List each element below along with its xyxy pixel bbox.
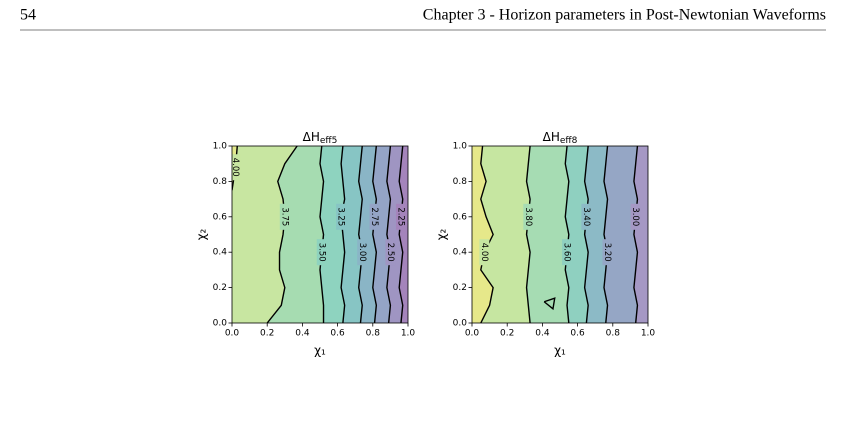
contour-label: 3.60: [562, 243, 572, 262]
contour-label: 3.75: [279, 207, 289, 226]
x-tick-label: 0.6: [330, 329, 345, 339]
contour-label: 3.50: [316, 243, 326, 262]
plot-area: 4.00 3.75 3.50 3.25 3.00 2.75 2.50 2.25: [230, 146, 408, 323]
contour-line: [564, 146, 570, 323]
band: [472, 146, 648, 323]
y-tick-label: 0.2: [453, 283, 467, 293]
x-axis-label: χ₁: [554, 344, 566, 358]
contour-label: 3.80: [523, 207, 533, 226]
band: [232, 146, 408, 323]
title-sub: eff5: [320, 136, 337, 146]
x-tick-label: 0.8: [366, 329, 381, 339]
contour-label-bg: [385, 239, 396, 266]
contour-chart: 4.00 3.80 3.60 3.40 3.20 3.00 0.0 0.2 0.4 0.6 0.8 1…: [435, 130, 656, 358]
x-tick-label: 1.0: [641, 329, 656, 339]
contour-label-bg: [395, 203, 406, 230]
plot-area: 4.00 3.80 3.60 3.40 3.20 3.00: [472, 146, 648, 323]
title-sub: eff8: [560, 136, 578, 146]
x-tick-label: 0.2: [500, 329, 514, 339]
x-tick-label: 0.2: [260, 329, 274, 339]
contour-label-bg: [336, 203, 347, 230]
chapter-title: Chapter 3 - Horizon parameters in Post-N…: [423, 7, 826, 24]
contour-label-bg: [602, 239, 613, 266]
title-main: ΔH: [543, 130, 560, 144]
y-tick-label: 0.8: [453, 177, 468, 187]
contour-line: [372, 146, 378, 323]
contour-label: 3.40: [581, 207, 591, 226]
contour-line: [386, 146, 392, 323]
contour-line: [583, 146, 589, 323]
chart-title: ΔHeff8: [543, 130, 578, 146]
x-tick-label: 0.6: [570, 329, 585, 339]
page-number: 54: [20, 7, 36, 24]
y-tick-label: 0.8: [213, 177, 228, 187]
x-tick-label: 0.0: [225, 329, 240, 339]
contour-label-bg: [479, 239, 490, 266]
contour-label-bg: [279, 203, 290, 230]
chart-title: ΔHeff5: [303, 130, 338, 146]
plot-frame: [231, 145, 409, 324]
contour-label: 3.25: [336, 207, 346, 226]
y-tick-label: 0.0: [213, 319, 228, 329]
contour-chart: 4.00 3.75 3.50 3.25 3.00 2.75 2.50 2.25 0.0 0.2 0.…: [195, 130, 416, 358]
contour-line: [266, 146, 298, 323]
contour-line: [543, 297, 556, 311]
contour-line: [603, 146, 609, 323]
y-tick-label: 1.0: [213, 142, 228, 152]
x-tick-label: 0.0: [465, 329, 480, 339]
plot-frame: [471, 145, 649, 324]
contour-line: [633, 146, 639, 323]
contour-label: 3.00: [357, 243, 367, 262]
title-main: ΔH: [303, 130, 320, 144]
x-axis-label: χ₁: [314, 344, 326, 358]
contour-label: 3.20: [602, 243, 612, 262]
y-axis-label: χ₂: [435, 228, 449, 240]
contour-label-bg: [523, 203, 534, 230]
x-tick-label: 1.0: [401, 329, 416, 339]
y-tick-label: 0.4: [453, 248, 468, 258]
contour-label-bg: [630, 203, 641, 230]
contour-label: 2.25: [395, 207, 405, 226]
contour-label: 4.00: [479, 243, 489, 262]
y-tick-label: 1.0: [453, 142, 468, 152]
contour-label-bg: [316, 239, 327, 266]
contour-label: 3.00: [630, 207, 640, 226]
y-axis-label: χ₂: [195, 228, 209, 240]
contour-label-bg: [581, 203, 592, 230]
contour-line: [340, 146, 346, 323]
contour-label-bg: [369, 203, 380, 230]
contour-line: [480, 146, 494, 323]
contour-line: [358, 146, 363, 323]
contour-label-bg: [562, 239, 573, 266]
band: [472, 146, 648, 323]
contour-line: [319, 146, 325, 323]
y-tick-label: 0.6: [453, 212, 468, 222]
x-tick-label: 0.8: [606, 329, 621, 339]
y-tick-label: 0.2: [213, 283, 227, 293]
y-tick-label: 0.4: [213, 248, 228, 258]
contour-label: 2.75: [369, 207, 379, 226]
contour-line: [398, 146, 404, 323]
contour-label-bg: [357, 239, 368, 266]
y-tick-label: 0.6: [213, 212, 228, 222]
y-tick-label: 0.0: [453, 319, 468, 329]
x-tick-label: 0.4: [535, 329, 550, 339]
x-tick-label: 0.4: [295, 329, 310, 339]
contour-label: 4.00: [230, 158, 240, 177]
contour-line: [525, 146, 531, 323]
contour-label: 2.50: [385, 243, 395, 262]
contour-label-bg: [232, 154, 241, 181]
